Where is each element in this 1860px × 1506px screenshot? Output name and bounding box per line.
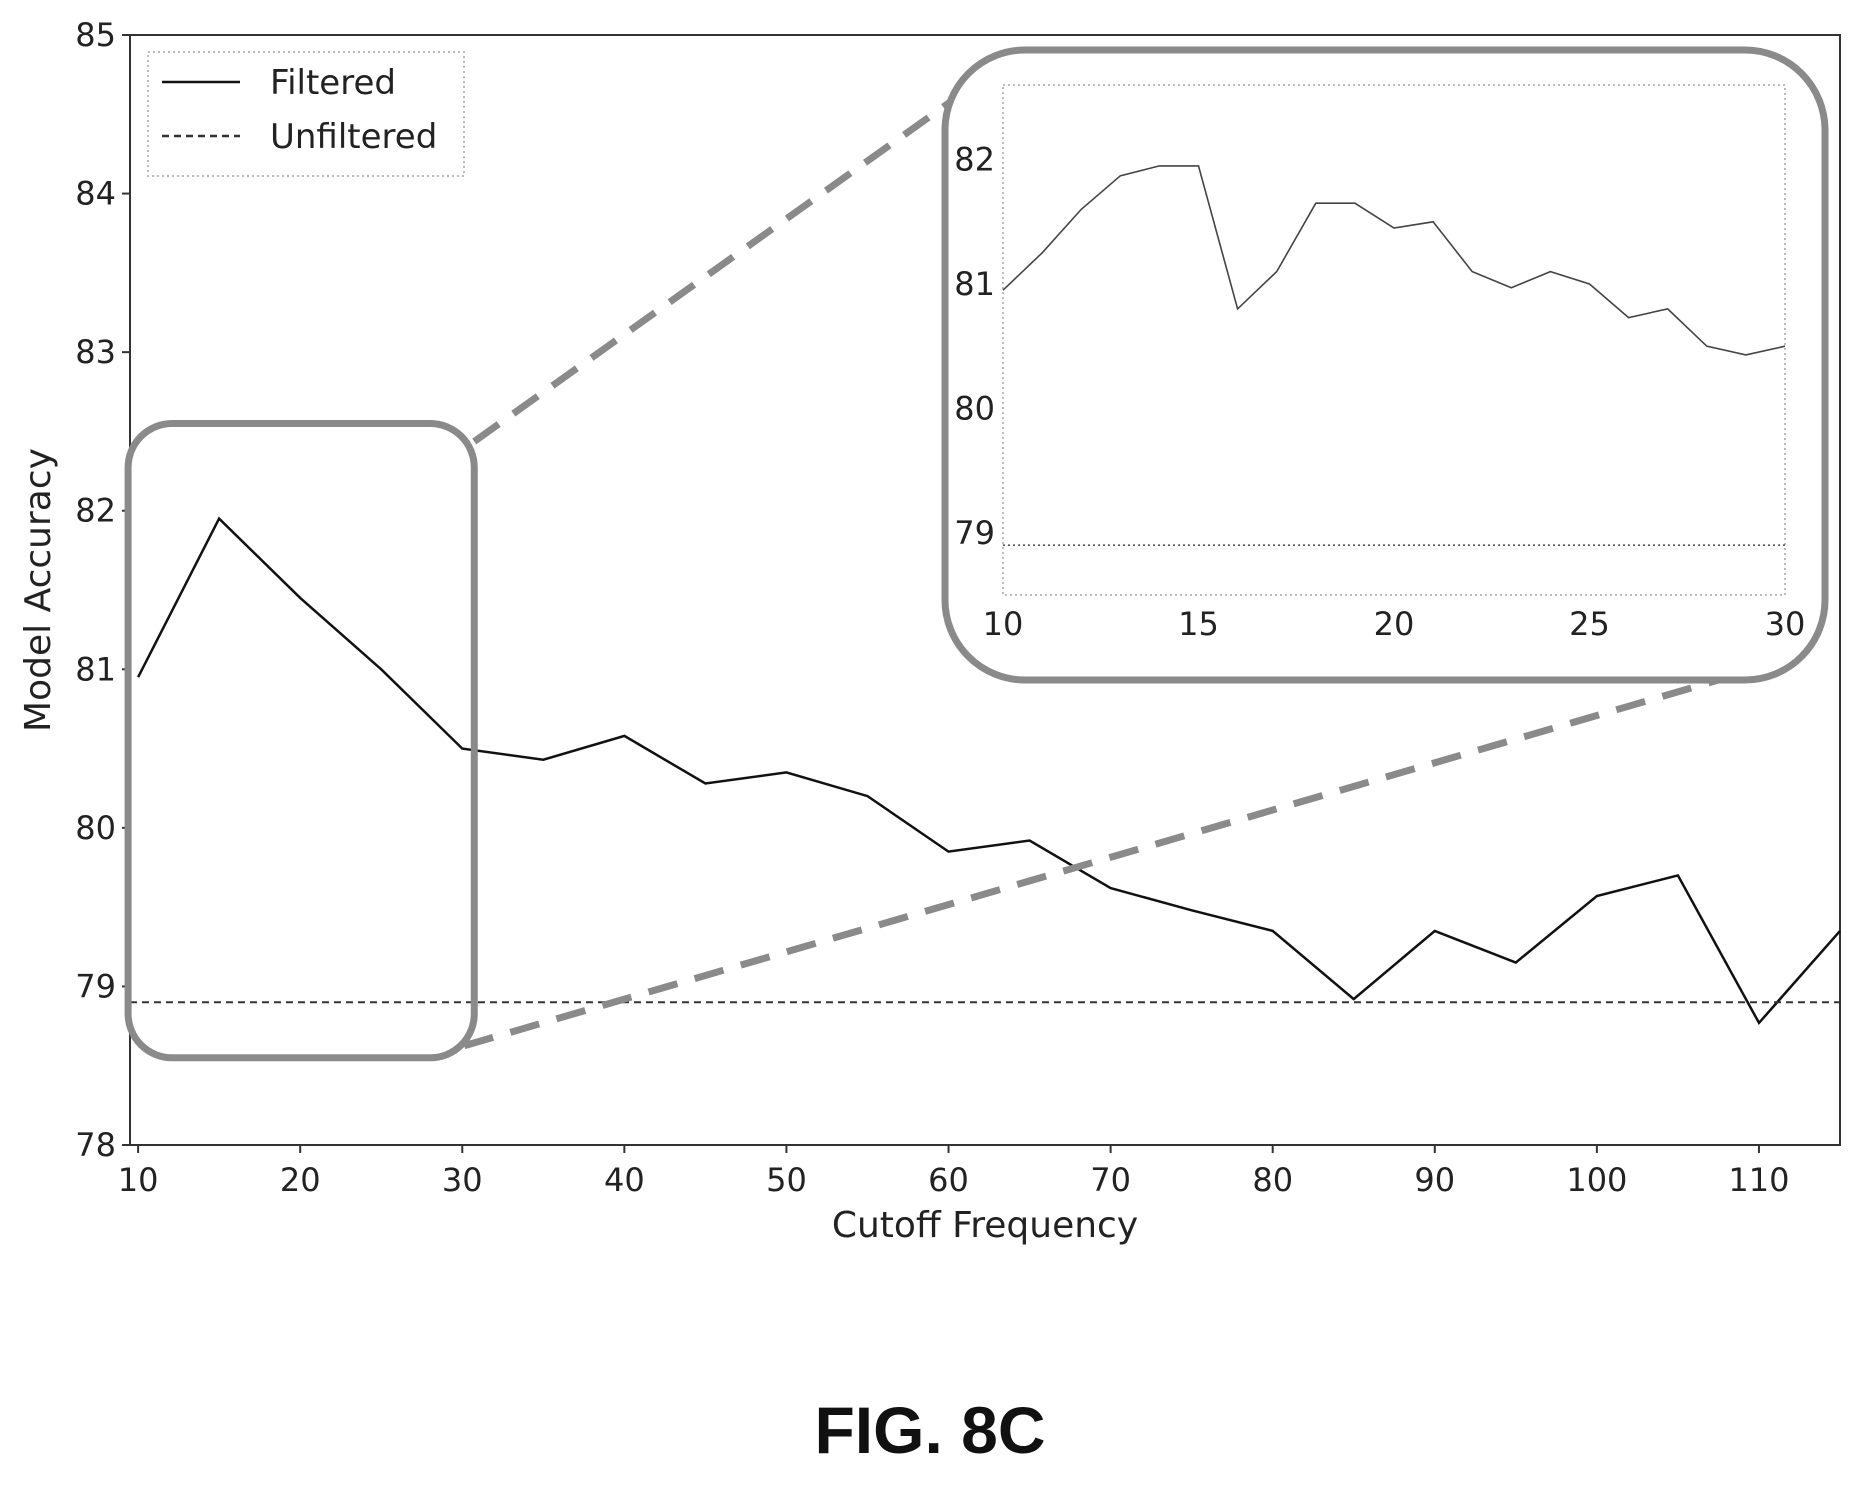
inset-x-tick-label: 25	[1569, 605, 1610, 643]
main-y-tick-label: 81	[75, 650, 116, 688]
main-y-tick-label: 78	[75, 1126, 116, 1164]
main-x-tick-label: 60	[928, 1161, 969, 1199]
main-y-tick-label: 83	[75, 333, 116, 371]
zoom-connector-top	[472, 92, 963, 445]
main-x-tick-label: 20	[280, 1161, 321, 1199]
main-x-tick-label: 90	[1414, 1161, 1455, 1199]
main-y-tick-label: 80	[75, 809, 116, 847]
main-x-tick-label: 40	[604, 1161, 645, 1199]
inset-y-tick-label: 82	[954, 141, 995, 179]
main-x-tick-label: 50	[766, 1161, 807, 1199]
main-y-tick-label: 82	[75, 492, 116, 530]
main-x-tick-label: 30	[442, 1161, 483, 1199]
inset-x-ticks: 10 15 20 25 30	[983, 605, 1806, 643]
inset-plot-area	[1002, 84, 1786, 596]
legend-label-unfiltered: Unfiltered	[270, 117, 437, 157]
main-y-tick-label: 84	[75, 175, 116, 213]
zoom-highlight-box	[124, 420, 478, 1062]
inset-y-tick-label: 80	[954, 389, 995, 427]
main-series-filtered-line	[136, 516, 1841, 1026]
legend-label-filtered: Filtered	[270, 63, 396, 103]
zoom-connector-bottom	[463, 661, 1771, 1050]
x-axis-title: Cutoff Frequency	[832, 1205, 1138, 1246]
inset-y-tick-label: 81	[954, 265, 995, 303]
legend: Filtered Unfiltered	[147, 51, 465, 177]
main-x-tick-label: 80	[1252, 1161, 1293, 1199]
main-y-ticks: 78 79 80 81 82 83 84 85	[75, 16, 130, 1164]
inset-x-tick-label: 15	[1178, 605, 1219, 643]
inset-series-group	[1002, 165, 1786, 547]
main-x-ticks: 10 20 30 40 50 60 70 80 90 100 110	[118, 1145, 1789, 1199]
inset-y-ticks: 79 80 81 82	[954, 141, 995, 552]
inset-x-tick-label: 30	[1765, 605, 1806, 643]
main-x-tick-label: 70	[1090, 1161, 1131, 1199]
inset-series-filtered-line	[1002, 165, 1786, 356]
main-x-tick-label: 100	[1566, 1161, 1627, 1199]
inset-frame-rounded	[941, 46, 1829, 684]
inset-x-tick-label: 10	[983, 605, 1024, 643]
inset-y-tick-label: 79	[954, 514, 995, 552]
legend-box	[147, 51, 465, 177]
y-axis-title: Model Accuracy	[18, 448, 59, 732]
main-x-tick-label: 110	[1728, 1161, 1789, 1199]
inset-x-tick-label: 20	[1374, 605, 1415, 643]
main-x-tick-label: 10	[118, 1161, 159, 1199]
main-y-tick-label: 79	[75, 967, 116, 1005]
main-series-group	[130, 516, 1841, 1026]
figure-caption: FIG. 8C	[814, 1393, 1046, 1467]
main-y-tick-label: 85	[75, 16, 116, 54]
